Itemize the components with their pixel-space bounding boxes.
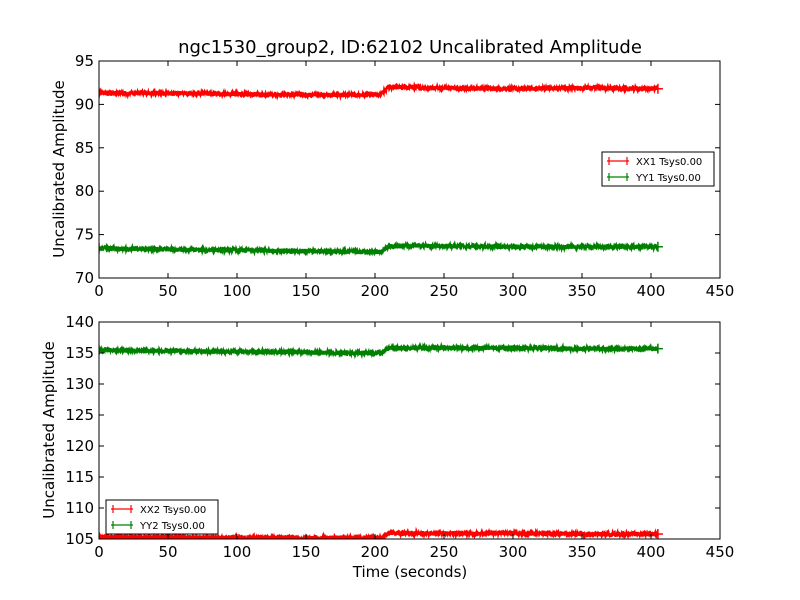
bottom-plot-area: 0 50 100 150 200 250 300 350 400 450 105 110 115 120 1… [65, 313, 734, 561]
legend-label: XX2 Tsys0.00 [140, 505, 206, 516]
x-tick-label: 0 [94, 282, 104, 300]
legend-box [601, 151, 715, 187]
x-tick-label: 450 [706, 543, 735, 561]
top-subplot: ngc1530_group2, ID:62102 Uncalibrated Am… [50, 37, 734, 300]
series-2-2 [99, 341, 663, 360]
x-tick-label: 450 [706, 282, 735, 300]
chart-title: ngc1530_group2, ID:62102 Uncalibrated Am… [178, 37, 642, 58]
legend-label: YY1 Tsys0.00 [635, 173, 701, 184]
x-tick-label: 150 [292, 282, 321, 300]
x-tick-label: 0 [94, 543, 104, 561]
y-tick-label: 135 [65, 344, 94, 362]
y-tick-label: 85 [75, 139, 94, 157]
series-1-1 [99, 81, 663, 101]
top-plot-area: 0 50 100 150 200 250 300 350 400 450 70 75 80 85 90 95 X… [75, 52, 734, 300]
x-tick-label: 400 [637, 282, 666, 300]
series-2-1 [99, 526, 663, 539]
y-tick-label: 95 [75, 52, 94, 70]
plot-frame [98, 321, 721, 540]
x-tick-label: 400 [637, 543, 666, 561]
x-tick-label: 250 [430, 282, 459, 300]
legend-box [105, 499, 219, 535]
top-y-axis-label: Uncalibrated Amplitude [50, 80, 68, 257]
y-tick-label: 125 [65, 406, 94, 424]
x-tick-label: 200 [361, 282, 390, 300]
x-tick-label: 250 [430, 543, 459, 561]
x-tick-label: 350 [568, 543, 597, 561]
y-tick-label: 110 [65, 499, 94, 517]
x-tick-label: 100 [223, 543, 252, 561]
y-tick-label: 70 [75, 269, 94, 287]
x-tick-label: 200 [361, 543, 390, 561]
x-tick-label: 100 [223, 282, 252, 300]
y-tick-label: 105 [65, 530, 94, 548]
x-axis-label: Time (seconds) [352, 563, 468, 581]
y-tick-label: 90 [75, 95, 94, 113]
bottom-y-axis-label: Uncalibrated Amplitude [40, 341, 58, 518]
y-tick-label: 120 [65, 437, 94, 455]
x-tick-label: 300 [499, 282, 528, 300]
x-tick-label: 300 [499, 543, 528, 561]
series-line-overlay [99, 82, 659, 100]
y-tick-label: 75 [75, 226, 94, 244]
bottom-subplot: Uncalibrated Amplitude Time (seconds) 0 5… [40, 313, 734, 581]
series-1-2 [99, 240, 663, 257]
series-line-overlay [99, 240, 658, 257]
y-tick-label: 115 [65, 468, 94, 486]
series-line-overlay [99, 528, 659, 539]
x-tick-label: 50 [158, 282, 177, 300]
series-line-overlay [99, 343, 659, 358]
x-tick-label: 350 [568, 282, 597, 300]
y-tick-label: 130 [65, 375, 94, 393]
y-tick-label: 140 [65, 313, 94, 331]
y-tick-label: 80 [75, 182, 94, 200]
plot-frame [98, 60, 721, 279]
x-tick-label: 150 [292, 543, 321, 561]
legend-label: XX1 Tsys0.00 [636, 157, 702, 168]
x-tick-label: 50 [158, 543, 177, 561]
legend-label: YY2 Tsys0.00 [139, 521, 205, 532]
